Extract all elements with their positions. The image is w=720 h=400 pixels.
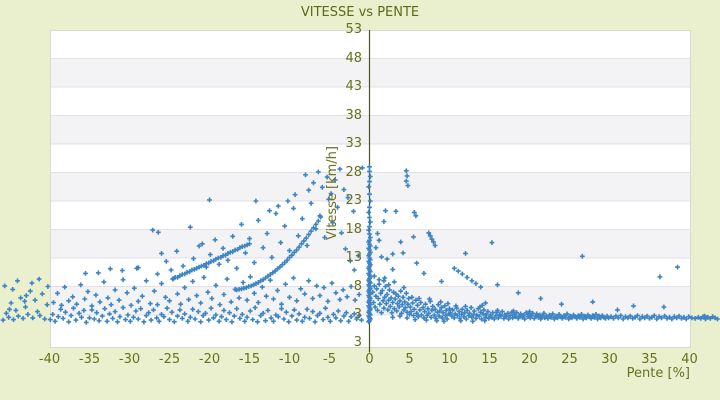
data-point (7, 306, 12, 312)
y-tick-label: 48 (345, 50, 362, 66)
data-point (25, 312, 31, 317)
data-point (44, 302, 50, 308)
data-point (30, 315, 36, 321)
plot-band (50, 115, 691, 144)
y-tick-label: 18 (345, 221, 362, 237)
x-tick-label: 30 (601, 352, 618, 367)
data-point (10, 287, 16, 292)
y-tick-label: 53 (345, 22, 362, 37)
data-point (23, 304, 28, 310)
x-tick-label: -35 (78, 352, 101, 367)
y-tick-label: 33 (345, 136, 362, 151)
plot-band (50, 30, 691, 59)
data-point (23, 293, 29, 298)
data-point (15, 278, 20, 284)
x-tick-label: -40 (38, 352, 61, 367)
x-tick-label: 40 (681, 352, 698, 367)
y-tick-label: 28 (345, 164, 362, 180)
data-point (45, 284, 51, 289)
data-point (27, 288, 33, 294)
y-axis-min-label: 3 (353, 335, 362, 350)
x-tick-label: 25 (561, 352, 578, 367)
x-tick-label: -10 (278, 352, 301, 367)
x-tick-label: 15 (481, 352, 498, 367)
y-tick-label: 43 (345, 79, 362, 94)
plot-band (50, 144, 691, 173)
data-point (2, 283, 8, 289)
x-tick-label: -15 (238, 352, 261, 367)
x-axis-title: Pente [%] (626, 366, 690, 381)
data-point (0, 317, 6, 323)
data-point (20, 316, 26, 321)
y-tick-label: 8 (353, 278, 362, 294)
data-point (13, 308, 19, 313)
data-point (36, 276, 42, 282)
plot-border (50, 30, 691, 348)
data-point (32, 297, 38, 303)
data-point (42, 316, 48, 322)
x-tick-label: 0 (365, 352, 374, 367)
data-point (15, 313, 21, 319)
plot-band (50, 58, 691, 87)
y-tick-label: 13 (345, 250, 362, 265)
data-point (18, 295, 24, 301)
x-tick-label: 20 (521, 352, 538, 367)
plot-band (50, 201, 691, 230)
x-tick-label: -20 (198, 352, 221, 367)
y-tick-label: 38 (345, 107, 362, 123)
data-point (39, 291, 45, 297)
plot-band (50, 87, 691, 116)
x-tick-label: 10 (441, 352, 458, 367)
x-tick-label: -25 (158, 352, 181, 367)
x-tick-label: -30 (118, 352, 141, 367)
data-point (29, 280, 35, 286)
data-point (22, 298, 28, 304)
data-point (8, 300, 14, 306)
y-tick-label: 3 (353, 307, 362, 322)
x-tick-label: 35 (641, 352, 658, 367)
y-tick-label: 23 (345, 193, 362, 208)
x-tick-label: -5 (323, 352, 336, 367)
chart-title: VITESSE vs PENTE (300, 5, 420, 20)
x-tick-label: 5 (405, 352, 414, 367)
data-point (11, 317, 16, 322)
